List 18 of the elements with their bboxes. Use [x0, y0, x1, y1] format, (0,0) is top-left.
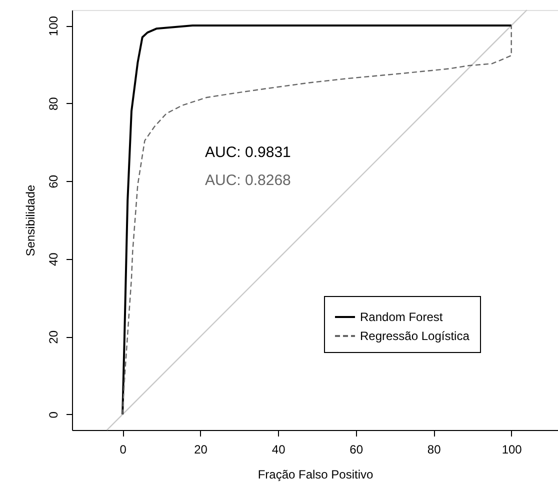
y-tick-label: 60 — [46, 174, 60, 188]
legend-label: Random Forest — [360, 310, 444, 324]
x-tick-label: 60 — [350, 442, 364, 456]
y-axis-title: Sensibilidade — [24, 184, 38, 256]
annotation: AUC: 0.8268 — [205, 172, 291, 189]
legend-label: Regressão Logística — [360, 329, 470, 343]
x-tick-label: 0 — [120, 442, 127, 456]
y-tick-label: 40 — [46, 252, 60, 266]
y-tick-label: 80 — [46, 96, 60, 111]
y-tick-label: 100 — [46, 16, 60, 36]
y-tick-label: 0 — [46, 411, 60, 418]
annotation: AUC: 0.9831 — [205, 144, 291, 161]
y-tick-label: 20 — [46, 330, 60, 344]
x-tick-label: 20 — [194, 442, 208, 456]
x-tick-label: 40 — [272, 442, 286, 456]
x-tick-label: 100 — [502, 442, 522, 456]
x-tick-label: 80 — [427, 442, 442, 456]
x-axis-title: Fração Falso Positivo — [258, 468, 374, 482]
